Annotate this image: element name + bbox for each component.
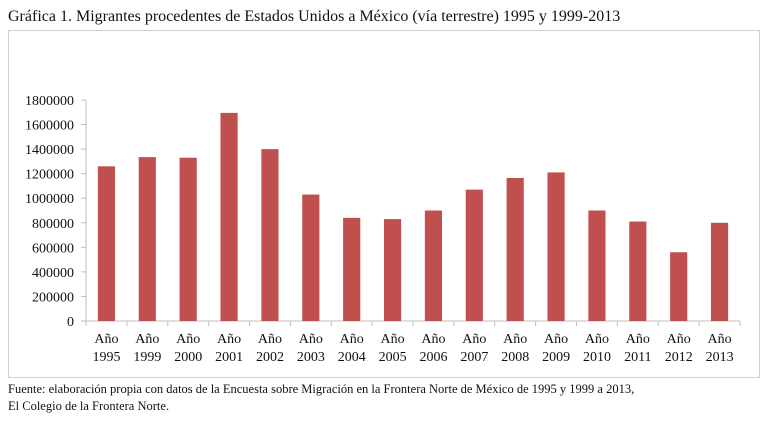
x-label-prefix: Año bbox=[176, 332, 200, 347]
bar-1999 bbox=[138, 157, 156, 321]
chart-frame bbox=[8, 30, 760, 378]
y-tick-label: 800000 bbox=[32, 217, 74, 232]
bar-2010 bbox=[588, 210, 606, 321]
y-tick-label: 600000 bbox=[32, 241, 74, 256]
bar-2011 bbox=[629, 221, 647, 321]
bar-2002 bbox=[261, 149, 279, 321]
y-tick-label: 1600000 bbox=[25, 119, 74, 134]
y-tick-label: 1000000 bbox=[25, 192, 74, 207]
x-label-prefix: Año bbox=[462, 332, 486, 347]
x-label-year: 2008 bbox=[501, 350, 529, 365]
x-label-prefix: Año bbox=[135, 332, 159, 347]
x-label-year: 2010 bbox=[583, 350, 611, 365]
bar-2004 bbox=[343, 217, 361, 321]
x-label-prefix: Año bbox=[94, 332, 118, 347]
bar-2005 bbox=[383, 219, 402, 321]
x-label-year: 2000 bbox=[174, 350, 202, 365]
x-label-prefix: Año bbox=[667, 332, 691, 347]
bar-2013 bbox=[710, 222, 729, 321]
x-label-prefix: Año bbox=[217, 332, 241, 347]
y-tick-label: 1200000 bbox=[25, 168, 74, 183]
x-label-prefix: Año bbox=[503, 332, 527, 347]
x-label-prefix: Año bbox=[544, 332, 568, 347]
x-label-year: 2004 bbox=[338, 350, 366, 365]
x-label-year: 2006 bbox=[419, 350, 447, 365]
bar-2006 bbox=[424, 210, 443, 321]
x-label-prefix: Año bbox=[299, 332, 323, 347]
source-note-line-2: El Colegio de la Frontera Norte. bbox=[8, 399, 170, 413]
x-label-prefix: Año bbox=[421, 332, 445, 347]
y-tick-label: 1400000 bbox=[25, 143, 74, 158]
source-note: Fuente: elaboración propia con datos de … bbox=[8, 381, 634, 415]
x-label-year: 2003 bbox=[297, 350, 325, 365]
x-label-year: 2001 bbox=[215, 350, 243, 365]
x-label-year: 1999 bbox=[133, 350, 161, 365]
bar-2009 bbox=[547, 172, 565, 321]
y-tick-label: 200000 bbox=[32, 290, 74, 305]
x-label-prefix: Año bbox=[626, 332, 650, 347]
x-label-year: 2009 bbox=[542, 350, 570, 365]
bar-2003 bbox=[302, 194, 320, 321]
bar-2001 bbox=[220, 112, 238, 322]
y-tick-label: 0 bbox=[67, 315, 74, 330]
source-note-line-1: Fuente: elaboración propia con datos de … bbox=[8, 382, 635, 396]
x-label-prefix: Año bbox=[340, 332, 364, 347]
x-label-year: 2011 bbox=[624, 350, 651, 365]
bar-2008 bbox=[506, 177, 524, 321]
x-label-prefix: Año bbox=[258, 332, 282, 347]
x-label-year: 1995 bbox=[92, 350, 120, 365]
x-label-year: 2005 bbox=[379, 350, 407, 365]
chart-title: Gráfica 1. Migrantes procedentes de Esta… bbox=[8, 8, 621, 25]
x-label-year: 2012 bbox=[665, 350, 693, 365]
bar-2007 bbox=[465, 189, 483, 321]
y-tick-label: 1800000 bbox=[25, 94, 74, 109]
x-label-prefix: Año bbox=[585, 332, 609, 347]
bar-1995 bbox=[97, 166, 116, 321]
bar-2012 bbox=[670, 252, 688, 321]
x-label-prefix: Año bbox=[381, 332, 405, 347]
x-label-year: 2013 bbox=[706, 350, 734, 365]
bar-2000 bbox=[179, 157, 197, 321]
y-tick-label: 400000 bbox=[32, 266, 74, 281]
x-label-year: 2007 bbox=[460, 350, 488, 365]
x-label-prefix: Año bbox=[708, 332, 732, 347]
x-label-year: 2002 bbox=[256, 350, 284, 365]
